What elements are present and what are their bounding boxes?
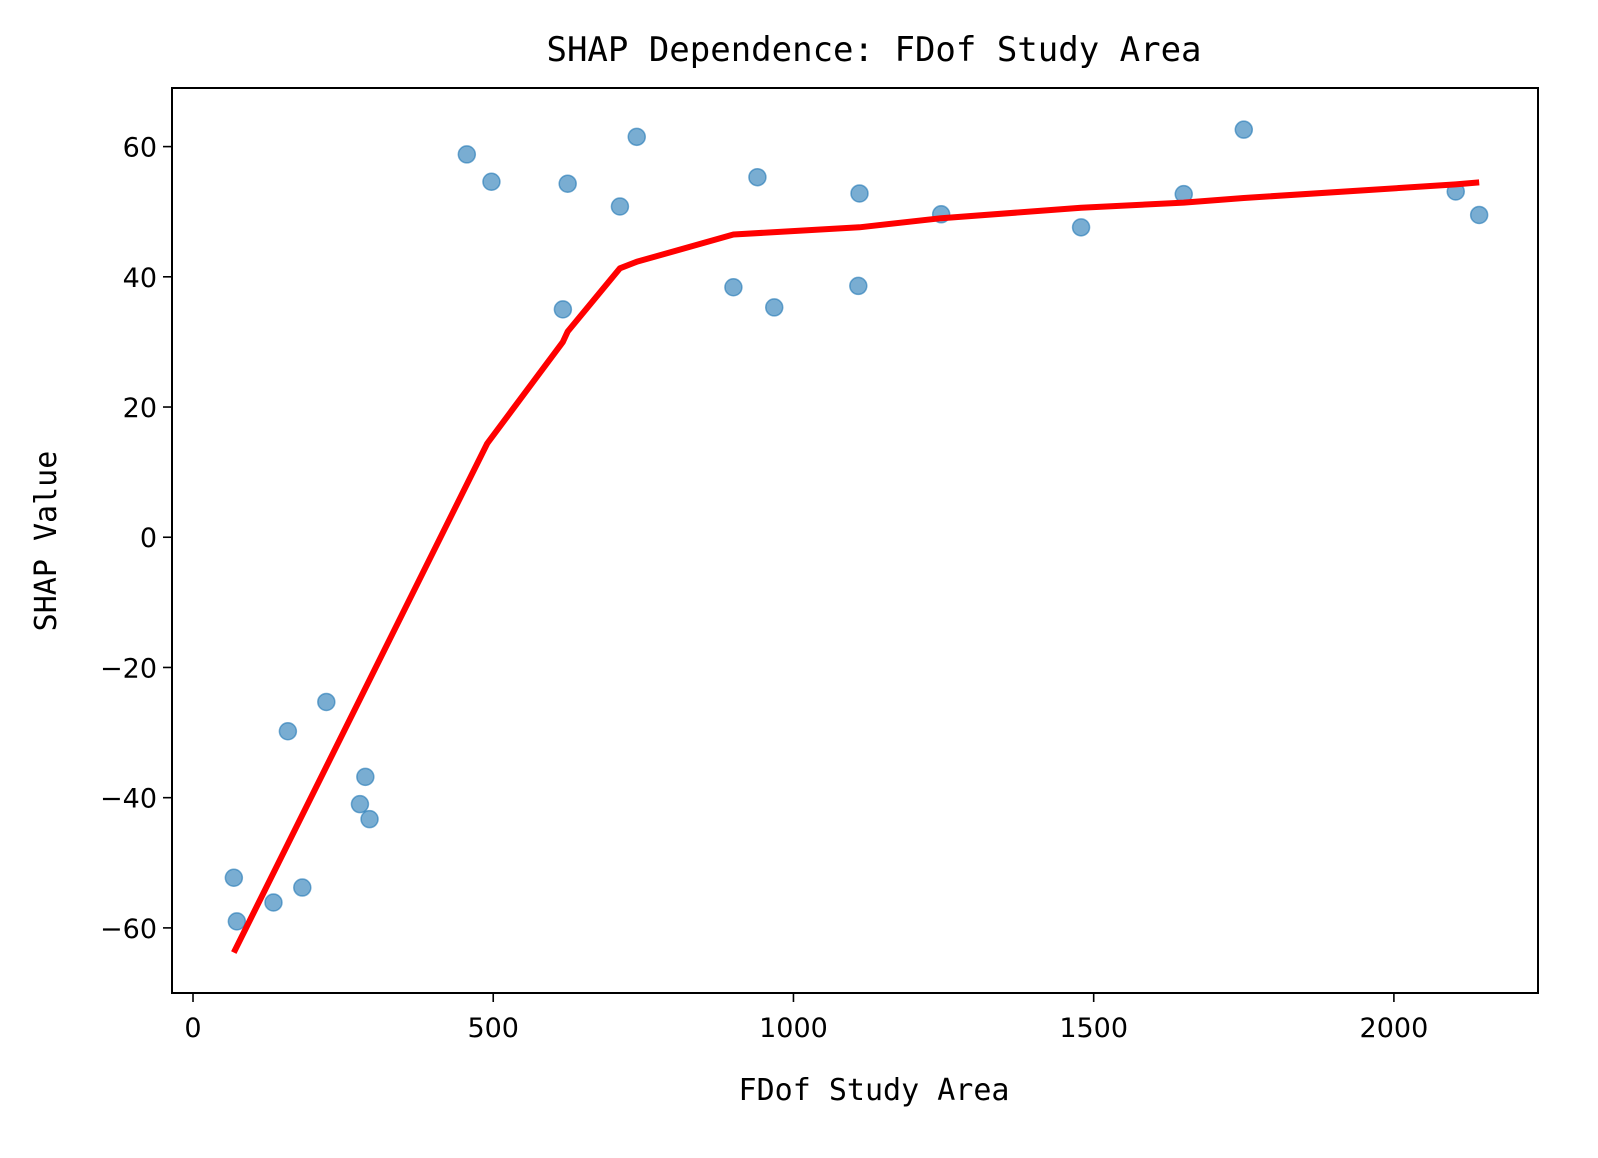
y-tick-label: 60 [123, 133, 157, 164]
scatter-point [610, 197, 630, 216]
x-tick-label: 2000 [1360, 1013, 1429, 1044]
y-tick-label: 0 [140, 523, 157, 554]
scatter-point [457, 145, 477, 164]
x-tick-label: 0 [184, 1013, 201, 1044]
scatter-point [317, 692, 336, 712]
plot-area: 0 500 1000 1500 2000 −60 −40 −20 0 20 40 60 [100, 87, 1539, 1044]
y-tick-label: −20 [100, 653, 157, 684]
scatter-point [350, 794, 370, 814]
scatter-point [553, 300, 573, 319]
scatter-point [278, 722, 298, 741]
scatter-point [264, 893, 283, 912]
scatter-point [1234, 120, 1254, 139]
scatter-point [558, 174, 577, 193]
x-tick-label: 500 [467, 1013, 519, 1044]
scatter-point [224, 868, 244, 888]
scatter-point [227, 912, 247, 931]
x-axis-label: FDof Study Area [739, 1073, 1010, 1108]
scatter-point [360, 809, 379, 829]
scatter-point [293, 878, 312, 897]
y-tick-label: 20 [123, 393, 157, 424]
scatter-point [627, 127, 646, 147]
chart-title: SHAP Dependence: FDof Study Area [546, 30, 1201, 70]
scatter-point [764, 298, 784, 317]
trend-line [231, 179, 1480, 954]
axes-frame [171, 87, 1539, 994]
scatter-point [748, 167, 767, 187]
scatter-point [1071, 218, 1091, 237]
x-tick-label: 1500 [1059, 1013, 1128, 1044]
scatter-point [724, 277, 743, 297]
scatter-point [1469, 205, 1489, 225]
x-tick-label: 1000 [759, 1013, 828, 1044]
scatter-point [849, 276, 868, 296]
y-tick-label: −40 [100, 784, 157, 815]
y-axis-label: SHAP Value [29, 451, 64, 632]
y-tick-label: 40 [123, 263, 157, 294]
y-tick-label: −60 [100, 914, 157, 945]
scatter-point [482, 172, 501, 192]
scatter-point [356, 767, 375, 787]
scatter-point [850, 184, 869, 203]
